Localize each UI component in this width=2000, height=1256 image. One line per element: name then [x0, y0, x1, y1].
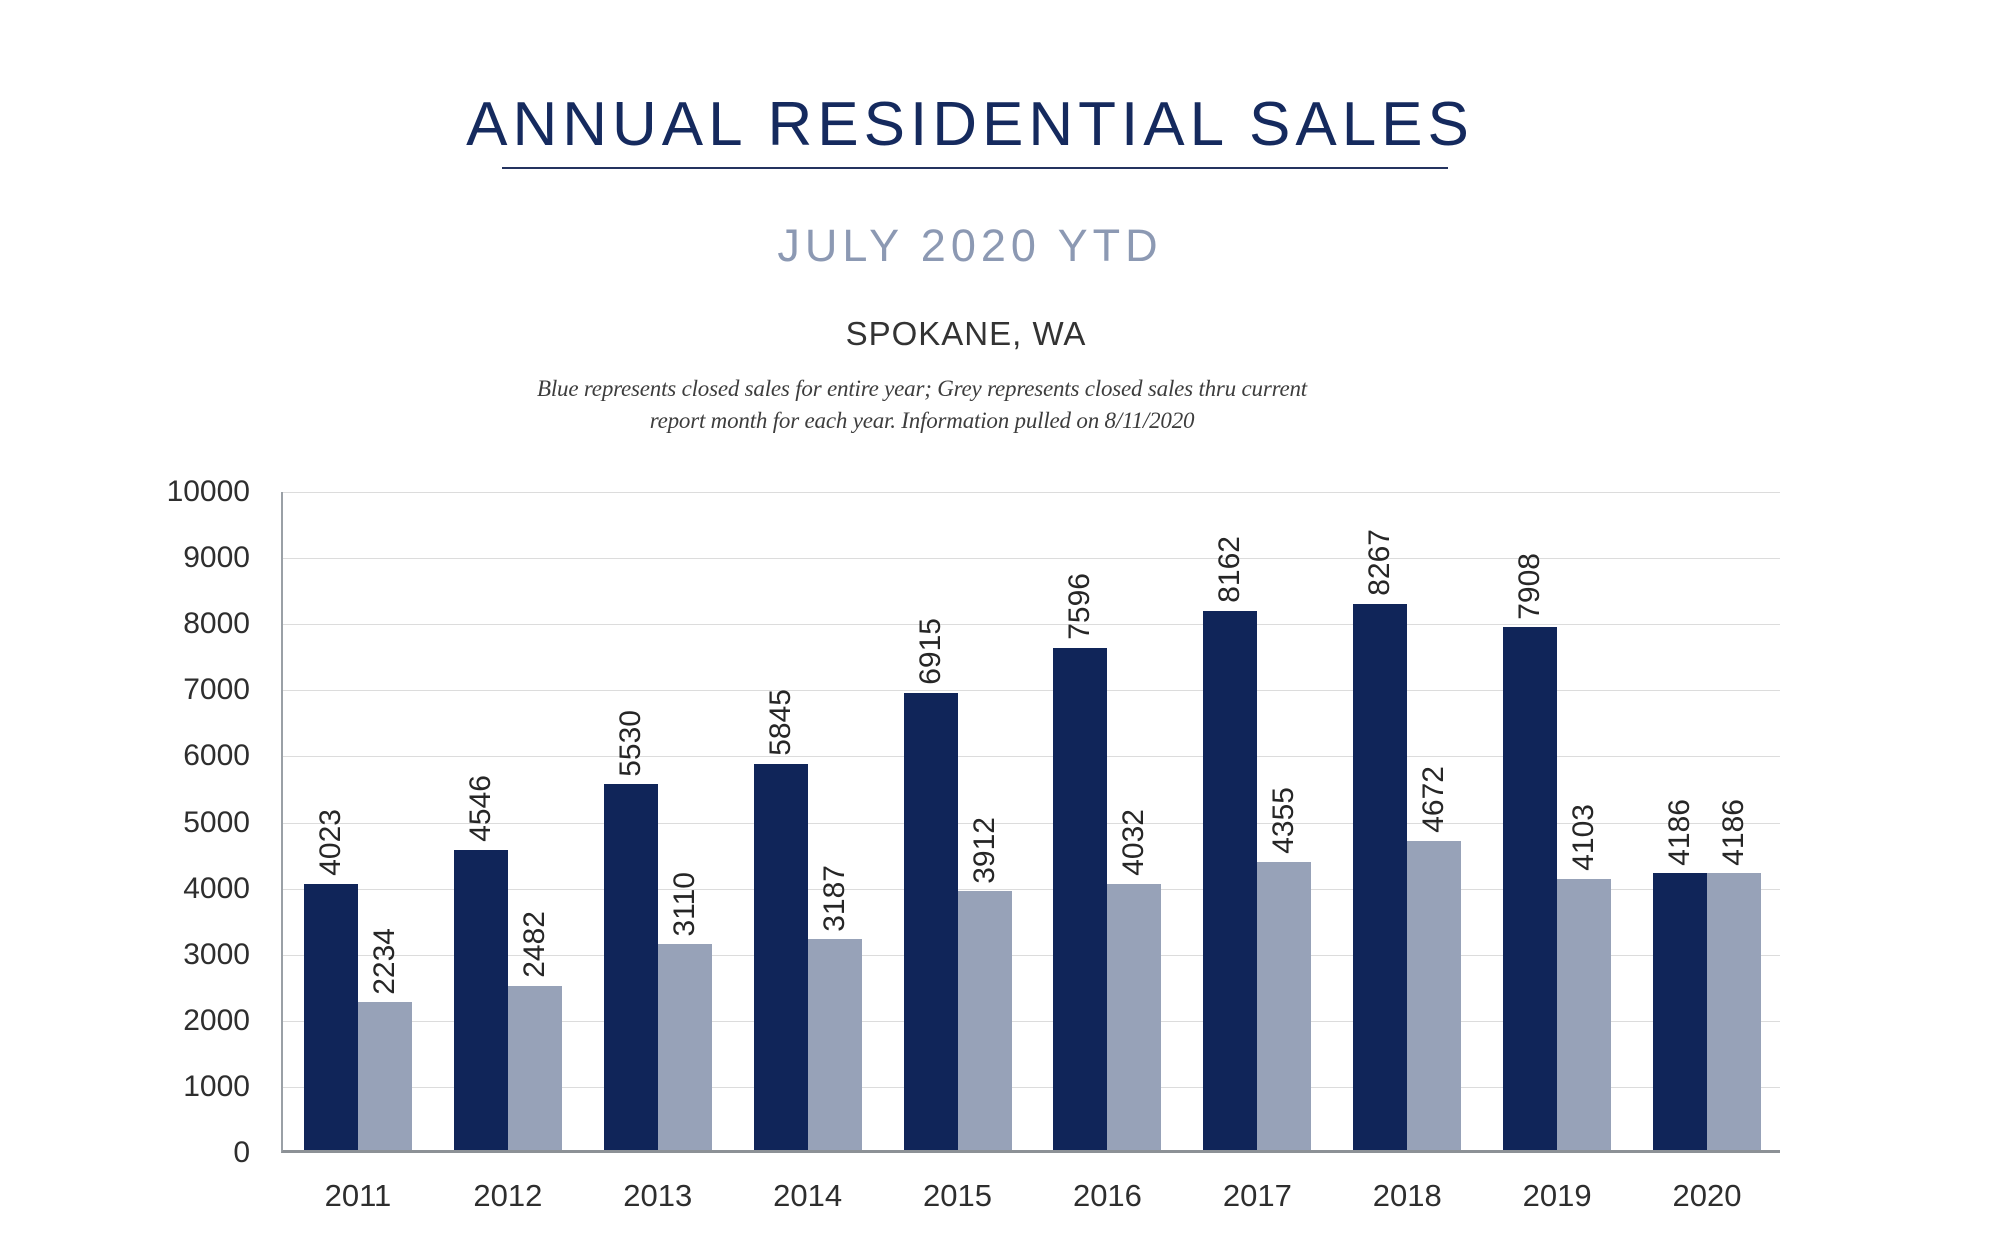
bar-blue-2012: [453, 849, 508, 1150]
bar-grey-2017: [1257, 862, 1312, 1150]
page-subtitle: JULY 2020 YTD: [777, 220, 1163, 271]
location-label: SPOKANE, WA: [845, 315, 1087, 352]
bar-grey-2013: [657, 944, 712, 1150]
grid-line-4000: [283, 888, 1780, 890]
bar-blue-2019: [1503, 627, 1558, 1150]
bar-blue-2014: [753, 763, 808, 1150]
bar-value-label-blue-2013: 5530: [613, 709, 647, 777]
grid-line-8000: [283, 624, 1780, 626]
y-tick-label-0: 0: [233, 1136, 250, 1169]
chart-note: Blue represents closed sales for entire …: [472, 373, 1372, 437]
y-tick-label-7000: 7000: [183, 673, 250, 707]
bar-value-label-grey-2013: 3110: [667, 871, 701, 937]
y-tick-label-5000: 5000: [183, 805, 250, 839]
grid-line-9000: [283, 558, 1780, 560]
x-tick-label-2014: 2014: [773, 1178, 843, 1213]
bar-value-label-grey-2020: 4186: [1717, 798, 1751, 866]
bar-blue-2017: [1203, 610, 1258, 1150]
bar-blue-2013: [603, 784, 658, 1150]
y-tick-label-8000: 8000: [183, 607, 250, 641]
bar-value-label-grey-2018: 4672: [1417, 766, 1451, 834]
bar-value-label-grey-2017: 4355: [1267, 787, 1301, 855]
grid-line-7000: [283, 690, 1780, 692]
grid-line-1000: [283, 1086, 1780, 1088]
y-tick-label-9000: 9000: [183, 541, 250, 575]
x-tick-label-2013: 2013: [623, 1178, 693, 1213]
grid-line-10000: [283, 492, 1780, 493]
chart-note-line-1: Blue represents closed sales for entire …: [537, 376, 1307, 401]
x-tick-label-2012: 2012: [473, 1178, 543, 1213]
bar-grey-2012: [507, 985, 562, 1150]
bar-blue-2016: [1053, 647, 1108, 1150]
title-underline: [502, 167, 1448, 169]
bar-blue-2020: [1653, 873, 1708, 1150]
bar-value-label-blue-2012: 4546: [463, 774, 497, 842]
bar-blue-2011: [303, 884, 358, 1150]
bar-value-label-blue-2011: 4023: [313, 809, 347, 877]
bar-value-label-blue-2020: 4186: [1663, 798, 1697, 866]
grid-line-3000: [283, 954, 1780, 956]
bar-grey-2019: [1557, 878, 1612, 1150]
x-tick-label-2011: 2011: [324, 1178, 392, 1213]
bar-value-label-blue-2014: 5845: [763, 688, 797, 756]
bar-value-label-blue-2019: 7908: [1513, 552, 1547, 620]
y-tick-label-3000: 3000: [183, 937, 250, 971]
bar-grey-2020: [1707, 873, 1762, 1150]
bar-value-label-blue-2017: 8162: [1213, 535, 1247, 603]
bar-blue-2018: [1353, 603, 1408, 1150]
bar-grey-2015: [957, 891, 1012, 1150]
y-tick-label-2000: 2000: [183, 1003, 250, 1037]
bar-value-label-blue-2015: 6915: [913, 618, 947, 685]
x-tick-label-2016: 2016: [1072, 1178, 1142, 1213]
bar-grey-2018: [1407, 841, 1462, 1150]
y-tick-label-6000: 6000: [183, 739, 250, 773]
grid-line-6000: [283, 756, 1780, 758]
x-tick-label-2017: 2017: [1222, 1178, 1292, 1213]
bar-blue-2015: [903, 692, 958, 1150]
bar-value-label-blue-2018: 8267: [1363, 528, 1397, 596]
bar-value-label-grey-2012: 2482: [517, 911, 551, 978]
grid-line-2000: [283, 1020, 1780, 1022]
bar-value-label-grey-2016: 4032: [1117, 808, 1151, 876]
chart-note-line-2: report month for each year. Information …: [649, 408, 1195, 433]
bar-grey-2016: [1107, 883, 1162, 1150]
bar-value-label-grey-2015: 3912: [967, 816, 1001, 884]
bar-value-label-grey-2014: 3187: [817, 864, 851, 932]
page-title: ANNUAL RESIDENTIAL SALES: [466, 90, 1474, 159]
y-tick-label-4000: 4000: [183, 871, 250, 905]
grid-line-5000: [283, 822, 1780, 824]
bar-grey-2011: [357, 1002, 412, 1150]
x-tick-label-2018: 2018: [1372, 1178, 1442, 1213]
x-tick-label-2019: 2019: [1522, 1178, 1592, 1213]
bar-value-label-grey-2019: 4103: [1567, 804, 1601, 871]
y-tick-label-10000: 10000: [166, 475, 250, 508]
bar-grey-2014: [807, 939, 862, 1150]
bar-value-label-blue-2016: 7596: [1063, 573, 1097, 640]
bar-value-label-grey-2011: 2234: [367, 927, 401, 995]
x-tick-label-2020: 2020: [1672, 1178, 1742, 1213]
y-tick-label-1000: 1000: [183, 1069, 250, 1103]
sales-bar-chart-plot-area: 4023 2234 2011 4546 2482 2012 5530 3110 2013 5845…: [281, 492, 1780, 1213]
x-tick-label-2015: 2015: [923, 1178, 993, 1213]
